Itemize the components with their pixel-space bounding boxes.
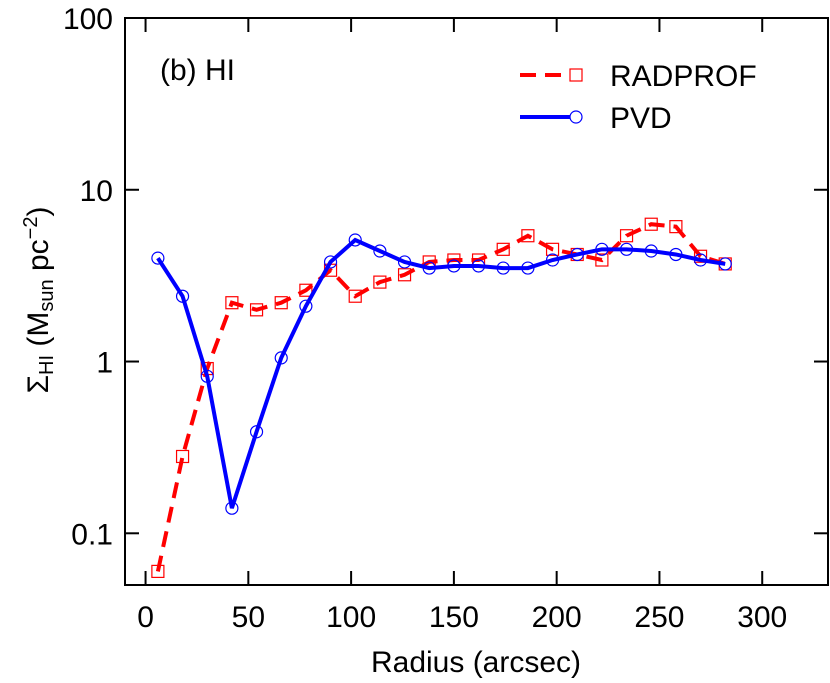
x-tick-label: 100 [326,601,376,634]
data-point [299,283,313,297]
legend-label: RADPROF [610,60,757,93]
data-point [323,255,338,269]
data-point [373,275,387,289]
data-point [496,261,510,275]
legend-marker [569,68,583,82]
data-point [274,296,288,310]
data-point [669,220,683,234]
data-point [521,229,535,243]
annotation: (b) HI [160,54,235,87]
x-tick-label: 50 [232,601,265,634]
data-point [496,242,510,256]
data-point [693,253,708,267]
data-point [595,242,609,256]
y-tick-label: 100 [63,3,113,36]
y-label-part: Σ [22,375,55,394]
y-label-part: −2 [20,217,42,240]
y-label-part: (M [22,312,55,355]
data-point [200,369,214,383]
x-tick-label: 300 [737,601,787,634]
y-axis-label: ΣHI (Msun pc−2) [20,207,58,394]
data-point [249,425,264,439]
data-point [545,253,560,267]
data-point [299,299,313,313]
data-point [397,268,412,282]
x-tick-label: 200 [532,601,582,634]
y-label-part: sun [36,279,58,311]
data-point [447,259,461,273]
series-line [155,222,726,572]
data-point [397,255,412,269]
data-point [595,253,609,267]
y-label-part: HI [36,355,58,375]
series-line [156,237,726,509]
data-point [348,289,362,303]
data-point [644,244,658,258]
x-tick-label: 150 [429,601,479,634]
data-point [545,242,560,256]
legend-marker [569,110,583,124]
x-tick-label: 250 [634,601,684,634]
y-label-part: ) [22,207,55,217]
data-point [422,261,436,275]
legend-label: PVD [610,102,672,135]
data-point [274,351,288,365]
data-point [175,289,190,303]
data-point [175,449,190,464]
data-point [348,233,362,247]
data-point [471,259,486,273]
data-point [619,242,634,256]
x-tick-label: 0 [137,601,154,634]
data-point [225,296,239,310]
data-point [619,229,634,243]
y-tick-label: 0.1 [71,518,113,551]
data-point [570,247,584,262]
data-point [225,501,239,515]
data-point [718,257,732,271]
data-point [644,217,658,231]
data-point [151,564,165,578]
data-point [693,249,708,263]
y-tick-label: 10 [80,175,113,208]
data-point [151,251,165,265]
plot-frame [124,17,829,586]
data-point [669,247,683,262]
y-tick-label: 1 [96,347,113,380]
y-label-part: pc [22,239,55,279]
x-axis-label: Radius (arcsec) [371,646,581,679]
data-point [373,244,387,258]
data-point [521,261,535,275]
data-point [249,303,264,317]
